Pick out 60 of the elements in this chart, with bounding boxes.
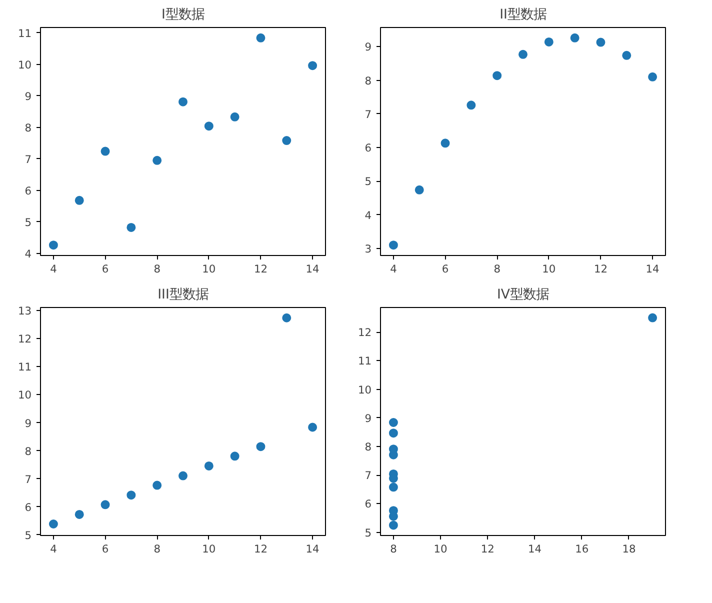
- y-tick-label: 9: [364, 40, 372, 54]
- x-tick-label: 6: [102, 262, 109, 276]
- x-tick-label: 14: [646, 262, 660, 276]
- x-tick-label: 8: [494, 262, 501, 276]
- x-tick-label: 14: [306, 262, 320, 276]
- x-tick-label: 10: [542, 262, 556, 276]
- y-tick-label: 6: [364, 142, 372, 155]
- x-tick-label: 4: [390, 262, 398, 276]
- x-tick-label: 4: [50, 542, 58, 556]
- y-tick-label: 6: [24, 184, 32, 198]
- y-tick-label: 9: [364, 412, 372, 425]
- chart-title: IV型数据: [496, 288, 550, 302]
- y-tick-label: 8: [364, 440, 372, 454]
- x-tick-label: 10: [202, 262, 216, 276]
- y-tick-label: 11: [358, 354, 372, 368]
- y-tick-label: 6: [24, 500, 32, 514]
- x-tick-label: 8: [154, 262, 161, 276]
- y-tick-label: 12: [18, 332, 32, 346]
- y-tick-label: 5: [364, 526, 372, 540]
- chart-title: II型数据: [500, 8, 546, 22]
- x-tick-label: 12: [254, 542, 268, 556]
- y-tick-label: 4: [24, 247, 32, 260]
- x-tick-label: 18: [622, 542, 636, 556]
- x-tick-label: 14: [528, 542, 542, 556]
- y-tick-label: 7: [364, 469, 372, 482]
- y-tick-label: 5: [24, 216, 32, 229]
- y-tick-label: 9: [24, 416, 32, 430]
- x-tick-label: 10: [202, 542, 216, 556]
- y-tick-label: 12: [358, 326, 372, 340]
- y-tick-label: 7: [24, 472, 32, 486]
- y-tick-label: 11: [18, 360, 32, 374]
- y-tick-label: 8: [24, 444, 32, 458]
- x-tick-label: 8: [390, 542, 398, 556]
- y-tick-label: 10: [18, 388, 32, 402]
- y-tick-label: 9: [24, 90, 32, 103]
- x-tick-label: 6: [102, 542, 109, 556]
- chart-title: III型数据: [158, 288, 208, 302]
- x-tick-label: 16: [575, 542, 589, 556]
- y-tick-label: 8: [24, 121, 32, 134]
- y-tick-label: 10: [18, 58, 32, 72]
- x-tick-label: 14: [306, 542, 320, 556]
- chart-title: I型数据: [162, 8, 204, 22]
- y-tick-label: 11: [18, 26, 32, 40]
- y-tick-label: 6: [364, 498, 372, 511]
- y-tick-label: 4: [364, 208, 372, 222]
- y-tick-label: 8: [364, 74, 372, 88]
- x-tick-label: 8: [154, 542, 161, 556]
- y-tick-label: 5: [24, 528, 32, 542]
- y-tick-label: 3: [364, 242, 372, 256]
- y-tick-label: 7: [364, 108, 372, 121]
- x-tick-label: 12: [480, 542, 494, 556]
- x-tick-label: 12: [254, 262, 268, 276]
- y-tick-label: 5: [364, 175, 372, 188]
- x-tick-label: 10: [434, 542, 448, 556]
- y-tick-label: 13: [18, 304, 32, 318]
- x-tick-label: 4: [50, 262, 58, 276]
- x-tick-label: 6: [442, 262, 449, 276]
- y-tick-label: 7: [24, 152, 32, 166]
- y-tick-label: 10: [358, 383, 372, 396]
- x-tick-label: 12: [594, 262, 608, 276]
